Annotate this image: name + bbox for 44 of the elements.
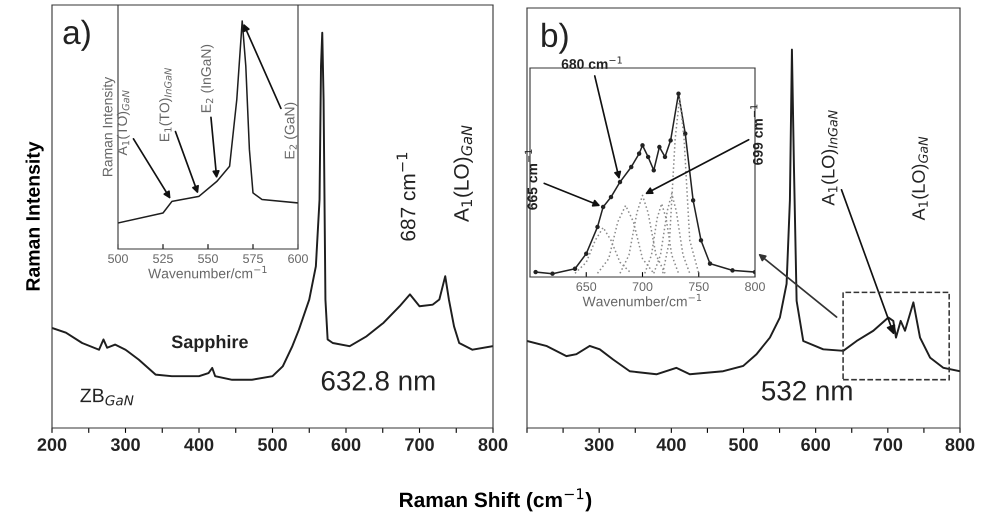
x-tick-label: 500	[108, 254, 128, 264]
annotation: b)	[542, 22, 568, 54]
x-tick-label: 500	[728, 438, 758, 451]
x-tick-label: 600	[332, 438, 360, 451]
x-tick-label: 800	[745, 282, 765, 292]
x-tick-label: 400	[184, 438, 214, 451]
x-tick-label: 650	[576, 282, 596, 292]
x-tick-label: 600	[801, 438, 830, 451]
x-tick-label: 575	[243, 254, 263, 264]
x-tick-label: 500	[258, 438, 287, 451]
x-tick-label: 525	[153, 254, 173, 264]
x-axis-title: Raman Shift (cm$^{−1}$)	[400, 488, 592, 512]
x-tick-label: 700	[874, 438, 902, 451]
annotation: A$_{1}$(LO)$_{GaN}$	[453, 125, 473, 222]
x-tick-label: 700	[405, 438, 434, 451]
annotation: a)	[64, 20, 90, 51]
annotation: 687 cm$^{−1}$	[396, 152, 416, 241]
annotation: A$_{1}$(LO)$_{GaN}$	[912, 136, 928, 220]
x-tick-label: 300	[110, 438, 140, 452]
annotation: 680 cm$^{−1}$	[562, 56, 622, 69]
annotation: 699 cm$^{−1}$	[750, 104, 763, 165]
annotation: Sapphire	[172, 334, 248, 352]
y-axis-title: Raman Intensity	[26, 142, 44, 290]
annotation: E$_{2}$ (GaN)	[284, 102, 298, 158]
x-tick-label: 200	[38, 438, 66, 451]
x-tick-label: 800	[946, 438, 974, 451]
x-tick-label: 800	[478, 438, 508, 451]
x-tick-label: 600	[288, 254, 308, 264]
annotation: 632.8 nm	[322, 370, 434, 391]
annotation: A$_{1}$(LO)$_{InGaN}$	[821, 110, 838, 206]
x-tick-label: 700	[632, 282, 652, 292]
x-tick-label: 400	[656, 438, 686, 451]
annotation: E$_{2}$ (InGaN)	[200, 44, 214, 112]
x-axis-title: Wavenumber/cm$^{−1}$	[582, 294, 702, 306]
x-tick-label: 750	[688, 282, 709, 292]
annotation: E$_{1}$(TO)$_{InGaN}$	[159, 68, 172, 142]
annotation: ZB$_{GaN}$	[80, 388, 134, 406]
x-axis-title: Wavenumber/cm$^{−1}$	[148, 266, 267, 278]
annotation: 665 cm$^{−1}$	[524, 150, 538, 210]
annotation: A$_{1}$(TO)$_{GaN}$	[116, 90, 130, 156]
y-axis-title: Raman Intensity	[102, 76, 116, 176]
x-tick-label: 300	[584, 438, 614, 452]
x-tick-label: 550	[198, 254, 218, 264]
annotation: 532 nm	[762, 380, 852, 401]
